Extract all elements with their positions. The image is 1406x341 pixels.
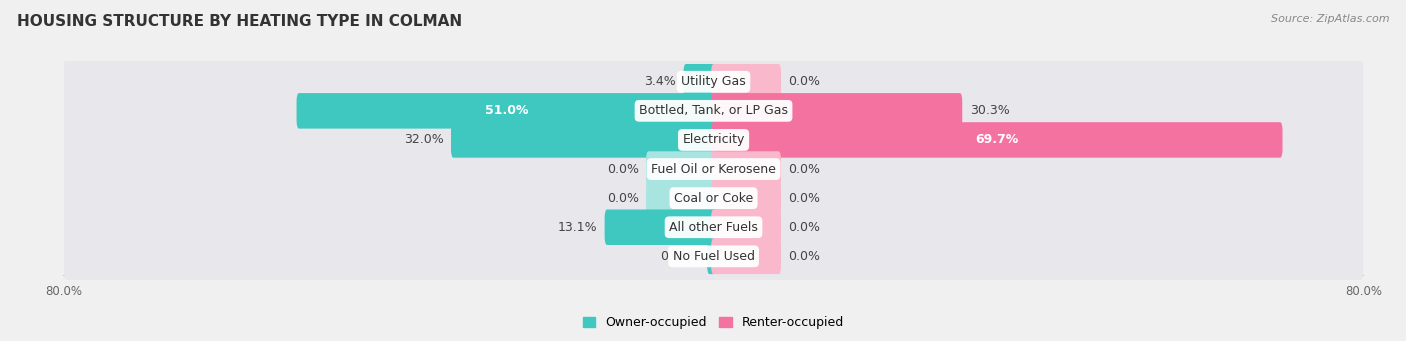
FancyBboxPatch shape (65, 85, 1362, 136)
FancyBboxPatch shape (65, 144, 1362, 195)
Text: HOUSING STRUCTURE BY HEATING TYPE IN COLMAN: HOUSING STRUCTURE BY HEATING TYPE IN COL… (17, 14, 463, 29)
FancyBboxPatch shape (451, 122, 716, 158)
FancyBboxPatch shape (65, 231, 1362, 282)
Text: 0.0%: 0.0% (789, 192, 820, 205)
Text: No Fuel Used: No Fuel Used (672, 250, 755, 263)
FancyBboxPatch shape (711, 64, 780, 100)
Text: 0.0%: 0.0% (607, 163, 638, 176)
FancyBboxPatch shape (683, 64, 716, 100)
FancyBboxPatch shape (65, 173, 1362, 224)
Text: Bottled, Tank, or LP Gas: Bottled, Tank, or LP Gas (640, 104, 787, 117)
Text: 0.49%: 0.49% (659, 250, 700, 263)
FancyBboxPatch shape (711, 93, 962, 129)
FancyBboxPatch shape (647, 151, 716, 187)
Text: 69.7%: 69.7% (976, 133, 1018, 146)
Text: 0.0%: 0.0% (789, 221, 820, 234)
Text: Utility Gas: Utility Gas (681, 75, 747, 88)
FancyBboxPatch shape (65, 56, 1362, 107)
FancyBboxPatch shape (711, 239, 780, 274)
FancyBboxPatch shape (647, 180, 716, 216)
Text: 13.1%: 13.1% (558, 221, 598, 234)
Text: 0.0%: 0.0% (789, 250, 820, 263)
Text: 30.3%: 30.3% (970, 104, 1010, 117)
Text: All other Fuels: All other Fuels (669, 221, 758, 234)
FancyBboxPatch shape (605, 209, 716, 245)
FancyBboxPatch shape (297, 93, 716, 129)
Text: 0.0%: 0.0% (789, 163, 820, 176)
FancyBboxPatch shape (711, 122, 1282, 158)
Text: Fuel Oil or Kerosene: Fuel Oil or Kerosene (651, 163, 776, 176)
FancyBboxPatch shape (707, 239, 716, 274)
FancyBboxPatch shape (711, 180, 780, 216)
Text: Coal or Coke: Coal or Coke (673, 192, 754, 205)
Text: 32.0%: 32.0% (404, 133, 444, 146)
Text: 3.4%: 3.4% (644, 75, 676, 88)
Legend: Owner-occupied, Renter-occupied: Owner-occupied, Renter-occupied (578, 311, 849, 335)
Text: 51.0%: 51.0% (485, 104, 529, 117)
Text: 0.0%: 0.0% (607, 192, 638, 205)
Text: Source: ZipAtlas.com: Source: ZipAtlas.com (1271, 14, 1389, 24)
Text: 0.0%: 0.0% (789, 75, 820, 88)
FancyBboxPatch shape (711, 151, 780, 187)
FancyBboxPatch shape (65, 114, 1362, 165)
Text: Electricity: Electricity (682, 133, 745, 146)
FancyBboxPatch shape (65, 202, 1362, 253)
FancyBboxPatch shape (711, 209, 780, 245)
